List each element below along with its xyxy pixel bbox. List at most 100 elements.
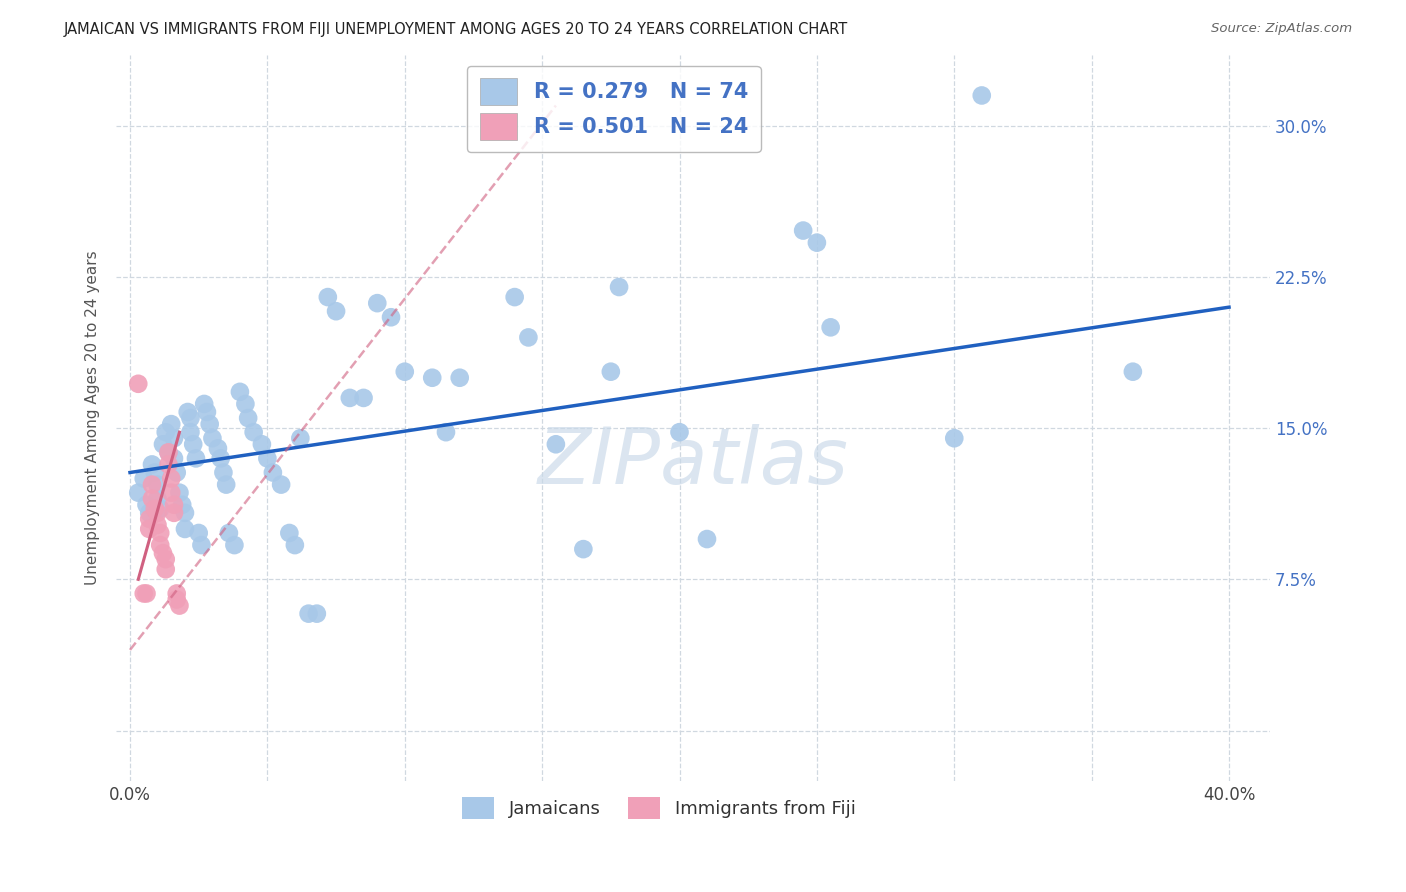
Point xyxy=(297,607,319,621)
Point xyxy=(146,477,169,491)
Point xyxy=(143,466,166,480)
Point xyxy=(149,538,172,552)
Point xyxy=(157,445,180,459)
Point xyxy=(132,586,155,600)
Point xyxy=(284,538,307,552)
Point xyxy=(163,451,186,466)
Point xyxy=(149,526,172,541)
Point xyxy=(166,592,188,607)
Point xyxy=(146,517,169,532)
Point xyxy=(127,376,149,391)
Point xyxy=(177,405,200,419)
Point xyxy=(152,546,174,560)
Point xyxy=(132,471,155,485)
Point xyxy=(325,304,347,318)
Point xyxy=(157,445,180,459)
Point xyxy=(163,506,186,520)
Point xyxy=(806,235,828,250)
Point xyxy=(544,437,567,451)
Point xyxy=(235,397,257,411)
Point xyxy=(141,477,163,491)
Point xyxy=(820,320,842,334)
Point xyxy=(970,88,993,103)
Point xyxy=(160,471,183,485)
Point xyxy=(166,586,188,600)
Point xyxy=(394,365,416,379)
Text: Source: ZipAtlas.com: Source: ZipAtlas.com xyxy=(1212,22,1353,36)
Point xyxy=(290,431,312,445)
Point xyxy=(207,442,229,456)
Point xyxy=(135,586,157,600)
Point xyxy=(224,538,246,552)
Point xyxy=(174,506,197,520)
Point xyxy=(127,485,149,500)
Point xyxy=(572,542,595,557)
Point xyxy=(160,485,183,500)
Point xyxy=(236,411,259,425)
Point xyxy=(138,506,160,520)
Point xyxy=(149,501,172,516)
Point xyxy=(201,431,224,445)
Point xyxy=(160,417,183,431)
Point xyxy=(179,425,201,440)
Point xyxy=(503,290,526,304)
Y-axis label: Unemployment Among Ages 20 to 24 years: Unemployment Among Ages 20 to 24 years xyxy=(86,251,100,585)
Text: JAMAICAN VS IMMIGRANTS FROM FIJI UNEMPLOYMENT AMONG AGES 20 TO 24 YEARS CORRELAT: JAMAICAN VS IMMIGRANTS FROM FIJI UNEMPLO… xyxy=(63,22,848,37)
Point xyxy=(138,522,160,536)
Point xyxy=(1122,365,1144,379)
Point xyxy=(215,477,238,491)
Point xyxy=(181,437,204,451)
Point xyxy=(190,538,212,552)
Point xyxy=(242,425,264,440)
Point xyxy=(339,391,361,405)
Point xyxy=(278,526,301,541)
Point xyxy=(195,405,218,419)
Point xyxy=(174,522,197,536)
Point xyxy=(193,397,215,411)
Point xyxy=(143,501,166,516)
Point xyxy=(366,296,388,310)
Point xyxy=(169,599,191,613)
Point xyxy=(209,451,232,466)
Point xyxy=(141,491,163,506)
Point xyxy=(166,466,188,480)
Point xyxy=(256,451,278,466)
Point xyxy=(146,491,169,506)
Point xyxy=(155,562,177,576)
Point xyxy=(157,458,180,472)
Point xyxy=(135,498,157,512)
Point xyxy=(607,280,630,294)
Point xyxy=(138,512,160,526)
Point xyxy=(262,466,284,480)
Point xyxy=(599,365,621,379)
Point xyxy=(517,330,540,344)
Point xyxy=(449,370,471,384)
Point xyxy=(270,477,292,491)
Point xyxy=(229,384,252,399)
Point xyxy=(668,425,690,440)
Point xyxy=(163,498,186,512)
Point xyxy=(179,411,201,425)
Point xyxy=(155,552,177,566)
Point xyxy=(146,506,169,520)
Point xyxy=(250,437,273,451)
Point xyxy=(169,485,191,500)
Point xyxy=(316,290,339,304)
Point xyxy=(163,431,186,445)
Point xyxy=(184,451,207,466)
Point xyxy=(198,417,221,431)
Point xyxy=(141,458,163,472)
Point xyxy=(792,223,814,237)
Point xyxy=(212,466,235,480)
Point xyxy=(305,607,328,621)
Point xyxy=(152,437,174,451)
Point xyxy=(187,526,209,541)
Point xyxy=(943,431,966,445)
Point xyxy=(420,370,443,384)
Legend: Jamaicans, Immigrants from Fiji: Jamaicans, Immigrants from Fiji xyxy=(454,790,863,826)
Point xyxy=(172,498,194,512)
Point xyxy=(696,532,718,546)
Point xyxy=(380,310,402,325)
Point xyxy=(353,391,375,405)
Point xyxy=(155,425,177,440)
